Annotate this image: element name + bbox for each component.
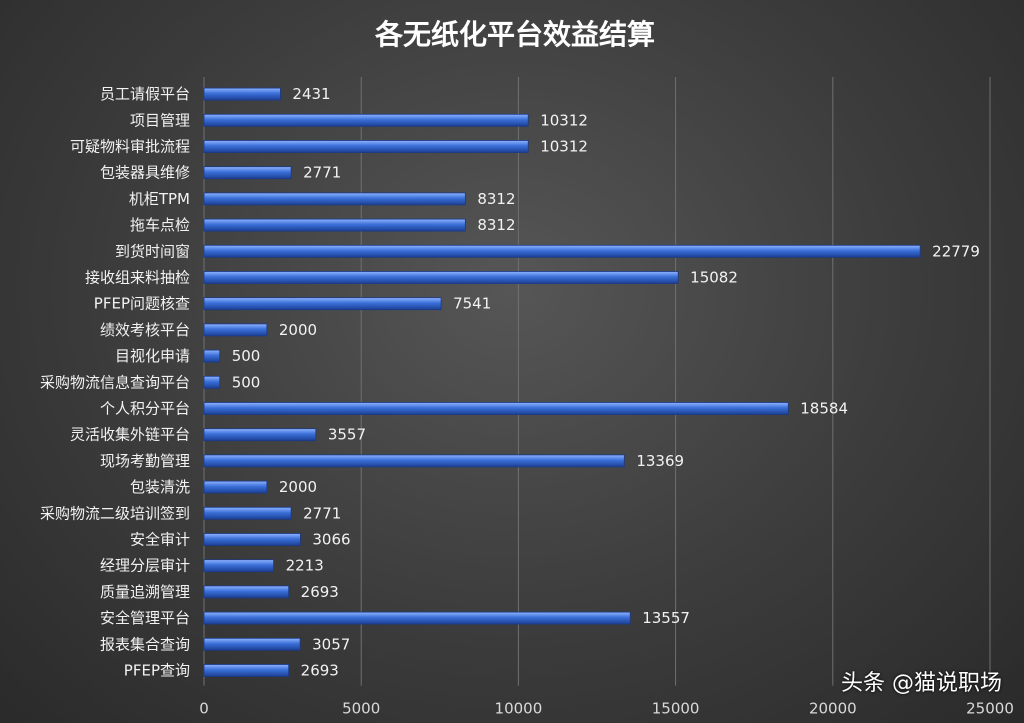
value-label: 2771 bbox=[303, 164, 341, 182]
category-label: PFEP查询 bbox=[124, 662, 190, 680]
bar bbox=[203, 480, 268, 494]
bar bbox=[203, 585, 290, 599]
bar bbox=[203, 637, 301, 651]
value-label: 15082 bbox=[690, 269, 738, 287]
value-label: 3557 bbox=[328, 426, 366, 444]
value-label: 3066 bbox=[312, 531, 350, 549]
bar bbox=[203, 140, 529, 153]
category-label: 采购物流信息查询平台 bbox=[40, 373, 190, 391]
category-label: 目视化申请 bbox=[115, 347, 190, 365]
category-label: 安全管理平台 bbox=[100, 609, 190, 627]
value-label: 2000 bbox=[279, 321, 317, 339]
value-label: 10312 bbox=[540, 111, 588, 129]
bar bbox=[203, 244, 921, 258]
chart-title: 各无纸化平台效益结算 bbox=[374, 18, 655, 51]
category-label: 采购物流二级培训签到 bbox=[40, 504, 190, 522]
category-label: 经理分层审计 bbox=[100, 557, 190, 575]
value-label: 3057 bbox=[312, 635, 350, 653]
category-label: 机柜TPM bbox=[129, 190, 190, 208]
x-tick-label: 5000 bbox=[342, 700, 380, 718]
bar bbox=[203, 611, 631, 625]
value-label: 22779 bbox=[932, 242, 980, 260]
bar bbox=[203, 297, 442, 311]
bar bbox=[203, 454, 625, 468]
bar bbox=[203, 87, 281, 101]
value-label: 8312 bbox=[477, 190, 515, 208]
category-label: PFEP问题核查 bbox=[94, 295, 190, 313]
bar bbox=[203, 664, 290, 677]
value-label: 2213 bbox=[286, 557, 324, 575]
bar bbox=[203, 506, 292, 520]
bar bbox=[203, 113, 529, 127]
value-label: 2000 bbox=[279, 478, 317, 496]
category-label: 到货时间窗 bbox=[115, 242, 190, 260]
category-label: 员工请假平台 bbox=[100, 85, 190, 103]
bar bbox=[203, 271, 679, 284]
bar bbox=[203, 428, 317, 442]
value-label: 2693 bbox=[301, 583, 339, 601]
bar bbox=[203, 323, 268, 337]
value-label: 2431 bbox=[292, 85, 330, 103]
value-label: 500 bbox=[232, 373, 261, 391]
value-label: 7541 bbox=[453, 295, 491, 313]
category-label: 绩效考核平台 bbox=[100, 321, 190, 339]
value-label: 18584 bbox=[800, 400, 848, 418]
watermark: 头条 @猫说职场 bbox=[841, 671, 1002, 696]
x-tick-label: 15000 bbox=[652, 700, 700, 718]
bars bbox=[203, 87, 921, 677]
bar bbox=[203, 349, 221, 363]
bar bbox=[203, 559, 274, 573]
value-label: 2693 bbox=[301, 662, 339, 680]
category-label: 质量追溯管理 bbox=[100, 583, 190, 601]
bar bbox=[203, 402, 789, 415]
category-label: 接收组来料抽检 bbox=[85, 269, 190, 287]
category-label: 安全审计 bbox=[130, 531, 190, 549]
bar bbox=[203, 192, 466, 206]
value-label: 500 bbox=[232, 347, 261, 365]
x-tick-label: 25000 bbox=[966, 700, 1014, 718]
x-tick-labels: 0 5000 10000 15000 20000 25000 bbox=[199, 700, 1014, 718]
value-labels: 2431 10312 10312 2771 8312 8312 22779 15082 7541… bbox=[232, 85, 980, 679]
bar bbox=[203, 375, 221, 389]
category-label: 可疑物料审批流程 bbox=[70, 138, 190, 156]
value-label: 13369 bbox=[636, 452, 684, 470]
value-label: 8312 bbox=[477, 216, 515, 234]
category-label: 灵活收集外链平台 bbox=[70, 426, 190, 444]
bar bbox=[203, 218, 466, 232]
category-label: 包装器具维修 bbox=[100, 164, 190, 182]
category-label: 个人积分平台 bbox=[100, 400, 190, 418]
category-label: 包装清洗 bbox=[130, 478, 190, 496]
category-label: 项目管理 bbox=[130, 111, 190, 129]
value-label: 13557 bbox=[642, 609, 690, 627]
category-label: 拖车点检 bbox=[130, 216, 190, 234]
value-label: 2771 bbox=[303, 504, 341, 522]
x-tick-label: 20000 bbox=[809, 700, 857, 718]
category-label: 报表集合查询 bbox=[100, 635, 190, 653]
x-tick-label: 0 bbox=[199, 700, 209, 718]
gridlines bbox=[203, 77, 991, 686]
bar bbox=[203, 533, 301, 546]
x-tick-label: 10000 bbox=[495, 700, 543, 718]
bar bbox=[203, 166, 292, 180]
value-label: 10312 bbox=[540, 138, 588, 156]
category-label: 现场考勤管理 bbox=[100, 452, 190, 470]
